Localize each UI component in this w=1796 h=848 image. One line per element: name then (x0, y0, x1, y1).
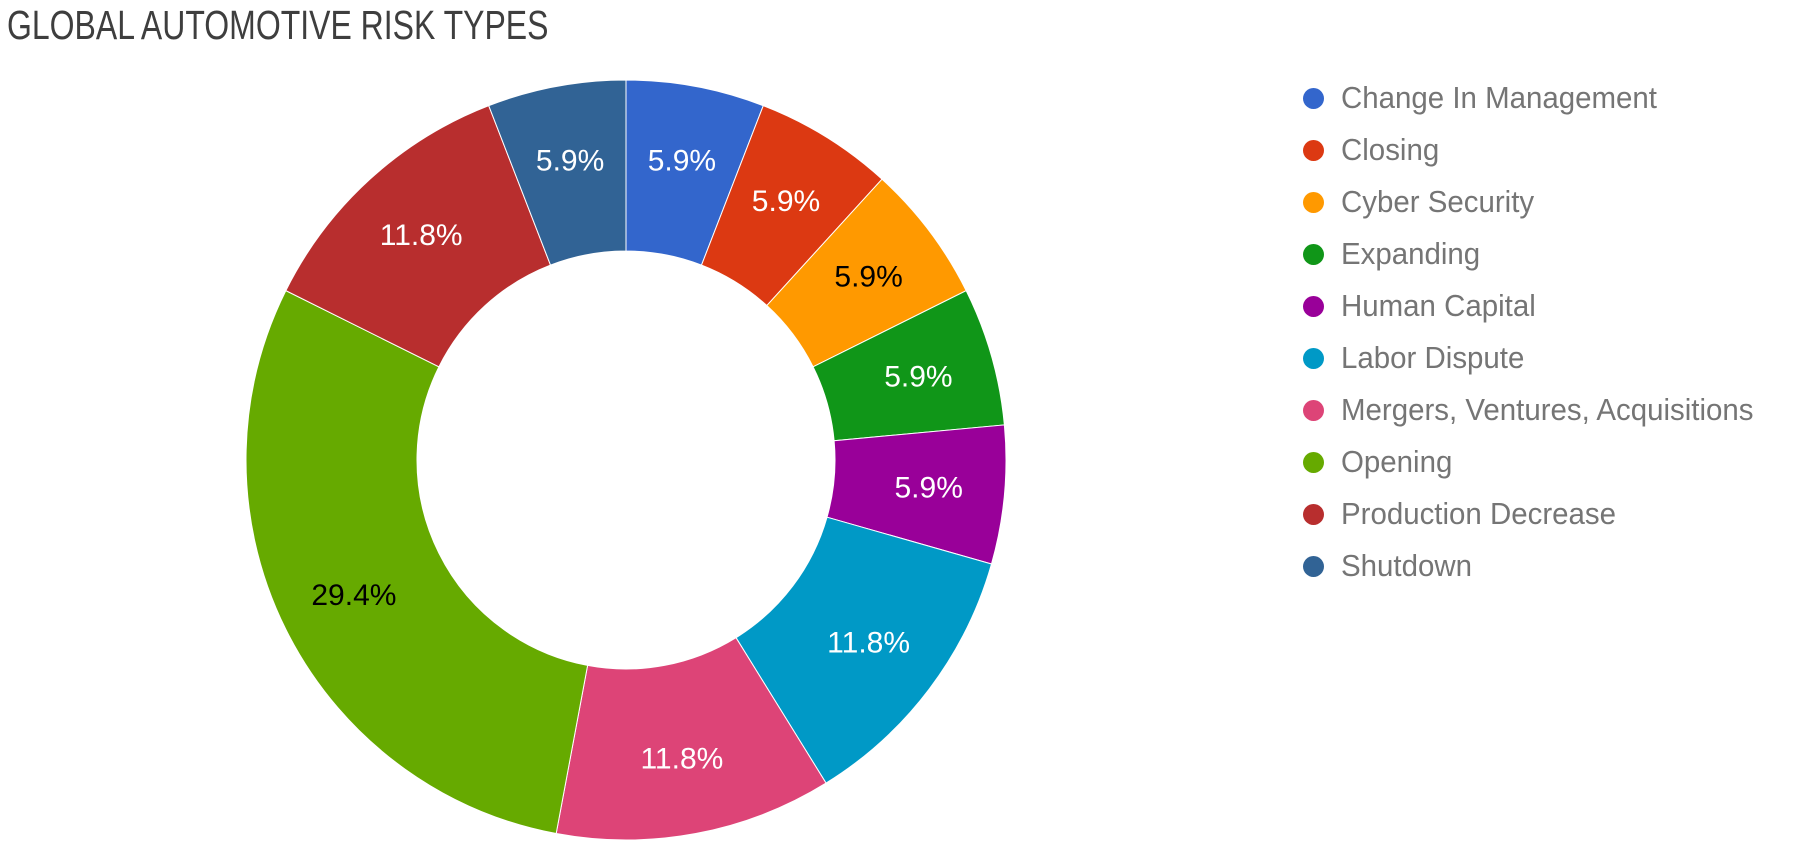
legend-label: Expanding (1341, 236, 1481, 271)
slice-label-cyber-security: 5.9% (834, 260, 902, 293)
legend-marker (1303, 87, 1324, 109)
legend-item-expanding[interactable]: Expanding (1303, 228, 1775, 280)
legend-marker (1303, 191, 1324, 213)
legend-marker (1303, 243, 1324, 265)
legend-marker (1303, 451, 1324, 473)
legend-marker (1303, 295, 1324, 317)
legend-label: Human Capital (1341, 288, 1536, 323)
slice-label-change-in-management: 5.9% (648, 145, 716, 178)
legend-item-closing[interactable]: Closing (1303, 124, 1775, 176)
legend-marker (1303, 555, 1324, 577)
slice-label-mergers-ventures-acquisitions: 11.8% (640, 742, 723, 775)
legend-item-opening[interactable]: Opening (1303, 436, 1775, 488)
legend-label: Opening (1341, 444, 1453, 479)
legend-item-human-capital[interactable]: Human Capital (1303, 280, 1775, 332)
legend-item-shutdown[interactable]: Shutdown (1303, 540, 1775, 592)
chart-title: GLOBAL AUTOMOTIVE RISK TYPES (7, 2, 549, 48)
legend-label: Closing (1341, 132, 1440, 167)
slice-label-closing: 5.9% (752, 185, 820, 218)
legend-item-labor-dispute[interactable]: Labor Dispute (1303, 332, 1775, 384)
pie-slice-labor-dispute[interactable] (735, 516, 993, 784)
legend-label: Shutdown (1341, 548, 1472, 583)
pie-slice-opening[interactable] (245, 289, 589, 835)
legend-marker (1303, 139, 1324, 161)
legend-label: Mergers, Ventures, Acquisitions (1341, 392, 1754, 427)
legend-item-change-in-management[interactable]: Change In Management (1303, 72, 1775, 124)
legend-marker (1303, 399, 1324, 421)
legend-label: Change In Management (1341, 80, 1657, 115)
legend-marker (1303, 347, 1324, 369)
legend-item-cyber-security[interactable]: Cyber Security (1303, 176, 1775, 228)
pie-slice-mergers-ventures-acquisitions[interactable] (555, 637, 827, 841)
slice-label-labor-dispute: 11.8% (827, 627, 910, 660)
legend-item-mergers-ventures-acquisitions[interactable]: Mergers, Ventures, Acquisitions (1303, 384, 1775, 436)
slice-label-human-capital: 5.9% (895, 472, 963, 505)
pie-slice-shutdown[interactable] (488, 79, 627, 266)
legend-label: Labor Dispute (1341, 340, 1525, 375)
pie-slice-production-decrease[interactable] (285, 105, 552, 368)
legend-label: Cyber Security (1341, 184, 1535, 219)
legend-label: Production Decrease (1341, 496, 1617, 531)
legend-item-production-decrease[interactable]: Production Decrease (1303, 488, 1775, 540)
slice-label-expanding: 5.9% (884, 360, 952, 393)
legend: Change In Management Closing Cyber Securit… (1303, 72, 1775, 592)
legend-marker (1303, 503, 1324, 525)
slice-label-shutdown: 5.9% (536, 145, 604, 178)
slice-label-opening: 29.4% (311, 579, 396, 612)
slice-label-production-decrease: 11.8% (380, 219, 463, 252)
